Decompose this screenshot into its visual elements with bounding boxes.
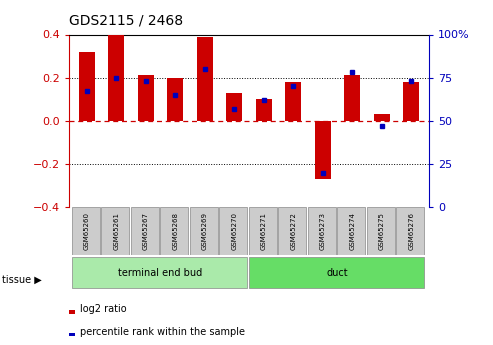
- Bar: [403, 82, 420, 121]
- Bar: [190, 207, 218, 255]
- Text: GSM65275: GSM65275: [379, 212, 385, 250]
- Bar: [108, 34, 124, 121]
- Bar: [72, 257, 247, 288]
- Bar: [197, 37, 213, 121]
- Bar: [374, 114, 390, 121]
- Bar: [78, 52, 95, 121]
- Text: GSM65261: GSM65261: [113, 212, 119, 250]
- Text: tissue ▶: tissue ▶: [2, 275, 42, 284]
- Bar: [102, 207, 130, 255]
- Text: GSM65270: GSM65270: [231, 212, 237, 250]
- Text: GSM65260: GSM65260: [84, 212, 90, 250]
- Bar: [315, 121, 331, 179]
- Text: GSM65269: GSM65269: [202, 212, 208, 250]
- Text: GSM65274: GSM65274: [349, 212, 355, 250]
- Bar: [249, 257, 424, 288]
- Bar: [285, 82, 301, 121]
- Text: duct: duct: [327, 268, 348, 277]
- Text: GSM65268: GSM65268: [172, 212, 178, 250]
- Text: GSM65273: GSM65273: [320, 212, 326, 250]
- Bar: [226, 93, 243, 121]
- Text: GSM65276: GSM65276: [408, 212, 414, 250]
- Bar: [167, 78, 183, 121]
- Text: GSM65267: GSM65267: [142, 212, 149, 250]
- Bar: [72, 207, 100, 255]
- Bar: [396, 207, 424, 255]
- Bar: [131, 207, 159, 255]
- Bar: [219, 207, 247, 255]
- Bar: [308, 207, 336, 255]
- Bar: [249, 207, 277, 255]
- Bar: [279, 207, 307, 255]
- Text: log2 ratio: log2 ratio: [80, 305, 127, 314]
- Bar: [255, 99, 272, 121]
- Bar: [367, 207, 395, 255]
- Text: GSM65271: GSM65271: [261, 212, 267, 250]
- Bar: [338, 207, 365, 255]
- Text: terminal end bud: terminal end bud: [118, 268, 203, 277]
- Text: GSM65272: GSM65272: [290, 212, 296, 250]
- Bar: [344, 76, 360, 121]
- Bar: [138, 76, 154, 121]
- Text: percentile rank within the sample: percentile rank within the sample: [80, 327, 245, 337]
- Text: GDS2115 / 2468: GDS2115 / 2468: [69, 13, 183, 28]
- Bar: [160, 207, 188, 255]
